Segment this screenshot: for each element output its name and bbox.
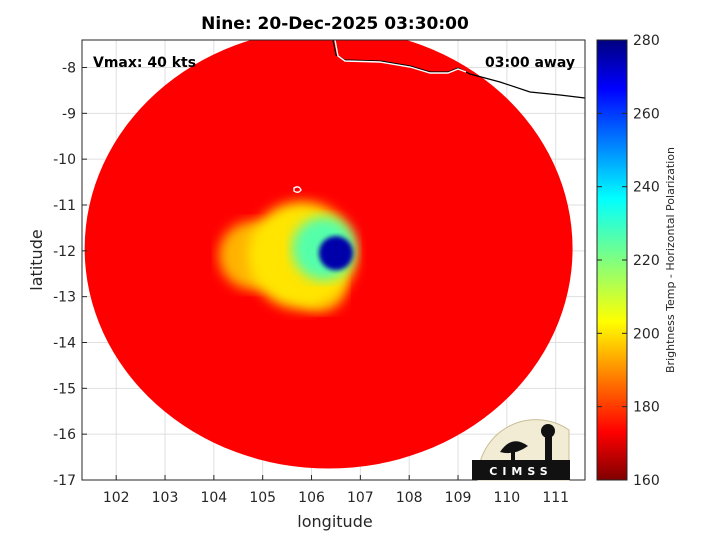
cimss-logo-band bbox=[472, 460, 570, 480]
chart-title: Nine: 20-Dec-2025 03:30:00 bbox=[201, 14, 469, 34]
x-tick-label: 103 bbox=[152, 490, 179, 506]
data-layer bbox=[84, 40, 573, 469]
y-tick-label: -16 bbox=[53, 427, 76, 443]
storm-feature bbox=[318, 236, 354, 271]
x-tick-label: 102 bbox=[103, 490, 130, 506]
colorbar-ticks: 160 180 200 220 240 260 280 bbox=[597, 33, 660, 489]
x-tick-label: 110 bbox=[493, 490, 520, 506]
y-tick-label: -9 bbox=[62, 106, 76, 122]
colorbar-tick-label: 200 bbox=[633, 326, 660, 342]
y-tick-label: -13 bbox=[53, 290, 76, 306]
x-axis: 102 103 104 105 106 107 108 109 110 111 bbox=[103, 475, 569, 506]
y-tick-label: -17 bbox=[53, 473, 76, 489]
colorbar-tick-label: 220 bbox=[633, 253, 660, 269]
x-tick-label: 109 bbox=[445, 490, 472, 506]
coastline bbox=[332, 40, 585, 99]
colorbar-tick-label: 260 bbox=[633, 106, 660, 122]
y-tick-label: -11 bbox=[53, 198, 76, 214]
colorbar-tick-label: 180 bbox=[633, 400, 660, 416]
time-away-label: 03:00 away bbox=[485, 55, 575, 71]
vmax-label: Vmax: 40 kts bbox=[93, 55, 196, 71]
y-tick-label: -8 bbox=[62, 61, 76, 77]
colorbar-label: Brightness Temp - Horizontal Polarizatio… bbox=[664, 147, 677, 373]
x-tick-label: 104 bbox=[200, 490, 227, 506]
colorbar-tick-label: 160 bbox=[633, 473, 660, 489]
storm-features bbox=[218, 201, 356, 312]
y-tick-label: -12 bbox=[53, 244, 76, 260]
coastline-highlight bbox=[334, 40, 467, 74]
x-axis-label: longitude bbox=[297, 512, 372, 531]
x-tick-label: 106 bbox=[298, 490, 325, 506]
y-axis: -8 -9 -10 -11 -12 -13 -14 -15 -16 -17 bbox=[53, 61, 87, 489]
cimss-logo-text: CIMSS bbox=[489, 465, 552, 478]
x-tick-label: 105 bbox=[249, 490, 276, 506]
y-tick-label: -14 bbox=[53, 336, 76, 352]
axes-frame bbox=[81, 39, 586, 481]
island-outline bbox=[293, 186, 302, 193]
cimss-logo: CIMSS bbox=[472, 419, 570, 481]
colorbar-tick-label: 240 bbox=[633, 180, 660, 196]
x-tick-label: 111 bbox=[542, 490, 569, 506]
y-axis-label: latitude bbox=[27, 229, 46, 290]
colorbar-tick-label: 280 bbox=[633, 33, 660, 49]
x-tick-label: 108 bbox=[396, 490, 423, 506]
y-tick-label: -10 bbox=[53, 152, 76, 168]
x-tick-label: 107 bbox=[347, 490, 374, 506]
y-tick-label: -15 bbox=[53, 381, 76, 397]
